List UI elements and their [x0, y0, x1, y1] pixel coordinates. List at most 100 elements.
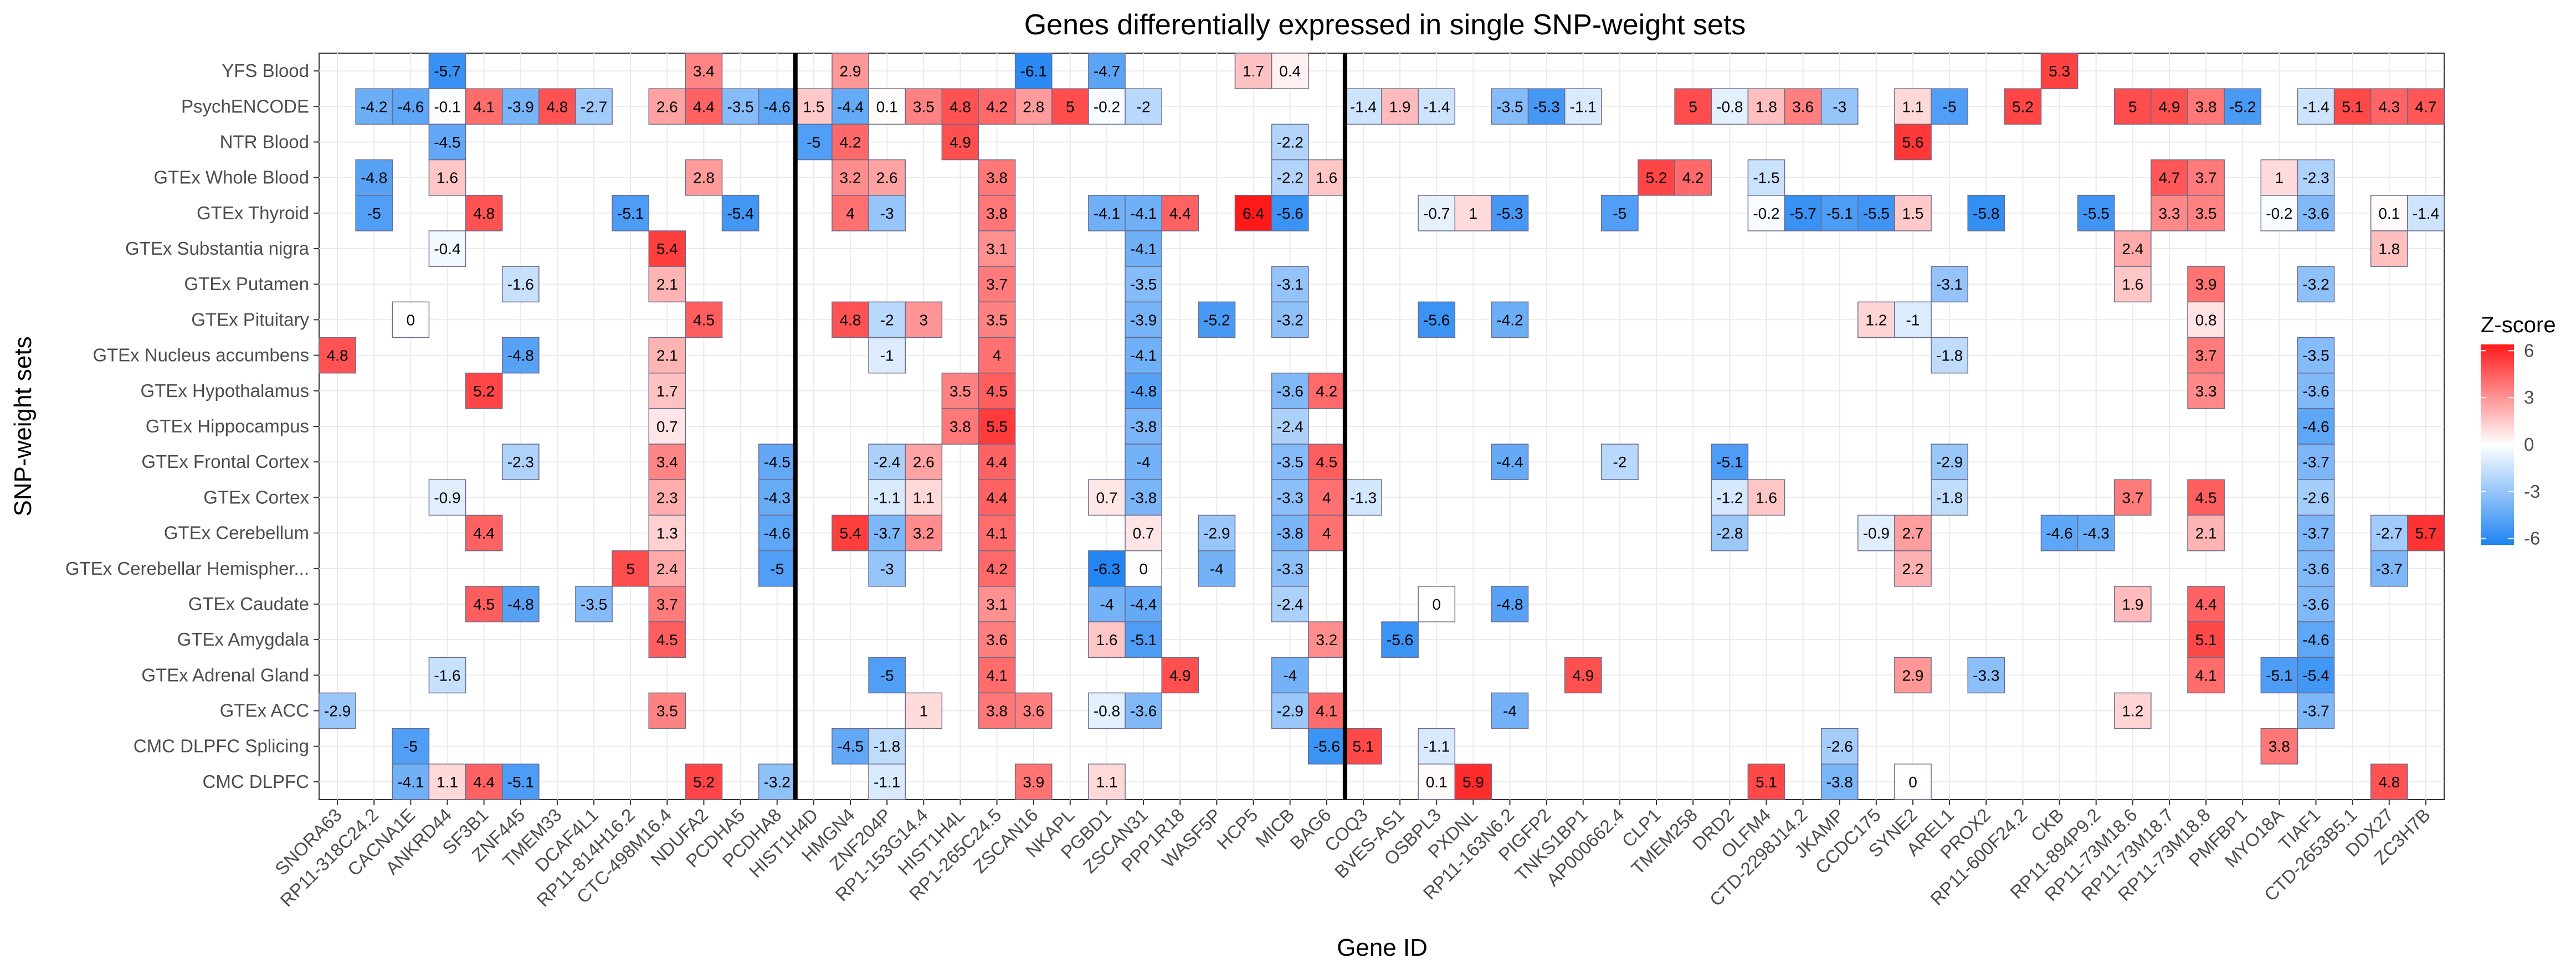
heatmap-cell: 1.8	[1747, 88, 1785, 125]
cell-value-label: -5.3	[1496, 205, 1523, 222]
heatmap-cell: 0	[1125, 550, 1162, 587]
cell-tile	[2040, 53, 2079, 89]
cell-value-label: -3.1	[1936, 276, 1963, 293]
heatmap-cell: 6.4	[1234, 195, 1272, 231]
cell-tile	[2297, 586, 2335, 622]
cell-tile	[1161, 657, 1199, 694]
chart-title: Genes differentially expressed in single…	[1024, 9, 1746, 41]
heatmap-cell: -1.1	[868, 479, 906, 516]
heatmap-cell: 5	[1051, 88, 1089, 125]
heatmap-cell: -0.8	[1088, 692, 1126, 729]
cell-tile	[758, 444, 796, 481]
cell-tile	[1747, 764, 1785, 800]
cell-value-label: 3.2	[1316, 631, 1337, 648]
heatmap-cell: -1.8	[1931, 337, 1968, 374]
heatmap-cell: 5.9	[1454, 764, 1492, 800]
heatmap-cell: 4.2	[978, 88, 1016, 125]
cell-value-label: 4.1	[2195, 667, 2217, 684]
cell-value-label: 5.4	[656, 240, 678, 257]
cell-tile	[1307, 159, 1346, 196]
heatmap-cell: -5.1	[1820, 195, 1859, 231]
heatmap-cell: -5.6	[1271, 195, 1309, 231]
heatmap-cell: -3.6	[2297, 550, 2335, 587]
heatmap-cell: 4.4	[2187, 586, 2225, 622]
heatmap-cell: -0.2	[1088, 88, 1126, 125]
cell-tile	[721, 195, 760, 231]
cell-tile	[2370, 514, 2408, 551]
cell-value-label: -3.2	[1277, 311, 1304, 328]
cell-tile	[2297, 692, 2335, 729]
heatmap-cell: 3.3	[2151, 195, 2188, 231]
cell-tile	[501, 337, 540, 374]
cell-value-label: -6.1	[1020, 63, 1047, 80]
heatmap-cell: -5.8	[1967, 195, 2005, 231]
heatmap-cell: 3.5	[941, 372, 979, 409]
cell-tile	[2297, 514, 2335, 551]
cell-tile	[2297, 88, 2335, 125]
cell-tile	[1820, 728, 1859, 765]
heatmap-cell: -4	[1491, 692, 1529, 729]
cell-tile	[978, 230, 1016, 267]
cell-tile	[428, 764, 466, 800]
cell-tile	[1967, 195, 2005, 231]
cell-value-label: 5.1	[1756, 774, 1777, 791]
cell-tile	[1601, 195, 1639, 231]
cell-value-label: -5.6	[1387, 631, 1413, 648]
cell-tile	[575, 88, 613, 125]
cell-value-label: 0.8	[2195, 311, 2217, 328]
cell-value-label: -1.8	[1936, 489, 1963, 506]
cell-value-label: 2.6	[913, 453, 935, 471]
cell-value-label: -2.4	[874, 453, 900, 471]
heatmap-cell: 5.4	[832, 514, 869, 551]
cell-value-label: 3.5	[2195, 205, 2217, 222]
cell-tile	[1125, 408, 1162, 445]
cell-tile	[868, 159, 906, 196]
cell-tile	[905, 692, 943, 729]
heatmap-cell: -3.6	[2297, 372, 2335, 409]
heatmap-cell: 3.2	[832, 159, 869, 196]
cell-value-label: -5.6	[1313, 738, 1340, 755]
heatmap-cell: 3.7	[2187, 337, 2225, 374]
cell-tile	[1234, 195, 1272, 231]
cell-value-label: 3.2	[840, 169, 861, 187]
y-tick-label: GTEx Thyroid	[197, 203, 309, 223]
cell-value-label: 3.8	[986, 205, 1008, 222]
cell-tile	[1601, 444, 1639, 481]
cell-tile	[1271, 586, 1309, 622]
cell-value-label: 2.4	[656, 560, 678, 578]
heatmap-cell: 4.1	[1307, 692, 1346, 729]
heatmap-cell: -5.7	[428, 53, 466, 89]
heatmap-cell: -3.8	[1125, 479, 1162, 516]
cell-value-label: 1.8	[2378, 240, 2400, 257]
heatmap-cell: -4.2	[1491, 301, 1529, 338]
cell-tile	[2370, 550, 2408, 587]
cell-tile	[1674, 88, 1712, 125]
cell-value-label: 5	[2128, 98, 2137, 115]
heatmap-cell: 3.5	[905, 88, 943, 125]
y-tick-label: GTEx Adrenal Gland	[141, 664, 309, 685]
cell-tile	[1125, 266, 1162, 303]
heatmap-cell: 3.1	[978, 586, 1016, 622]
heatmap-cell: 1.7	[648, 372, 686, 409]
heatmap-cell: -4.1	[392, 764, 430, 800]
heatmap-cell: -0.9	[1857, 514, 1895, 551]
heatmap-cell: -4.6	[758, 514, 796, 551]
cell-tile	[2187, 657, 2225, 694]
cell-value-label: -4.1	[397, 774, 424, 791]
heatmap-cell: -2.6	[1820, 728, 1859, 765]
heatmap-cell: 4	[978, 337, 1016, 374]
heatmap-cell: -5.1	[1125, 621, 1162, 658]
cell-tile	[1931, 479, 1968, 516]
cell-tile	[758, 764, 796, 800]
cell-tile	[2370, 230, 2408, 267]
cell-tile	[355, 88, 393, 125]
heatmap-cell: -0.2	[2260, 195, 2298, 231]
heatmap-cell: 3.2	[905, 514, 943, 551]
heatmap-cell: -4.3	[2077, 514, 2115, 551]
cell-value-label: 2.8	[693, 169, 715, 187]
cell-tile	[941, 123, 979, 161]
cell-value-label: -3.7	[2376, 560, 2403, 578]
cell-value-label: -4.1	[1130, 240, 1157, 257]
heatmap-cell: 1.7	[1234, 53, 1272, 89]
cell-value-label: 1	[1469, 205, 1478, 222]
